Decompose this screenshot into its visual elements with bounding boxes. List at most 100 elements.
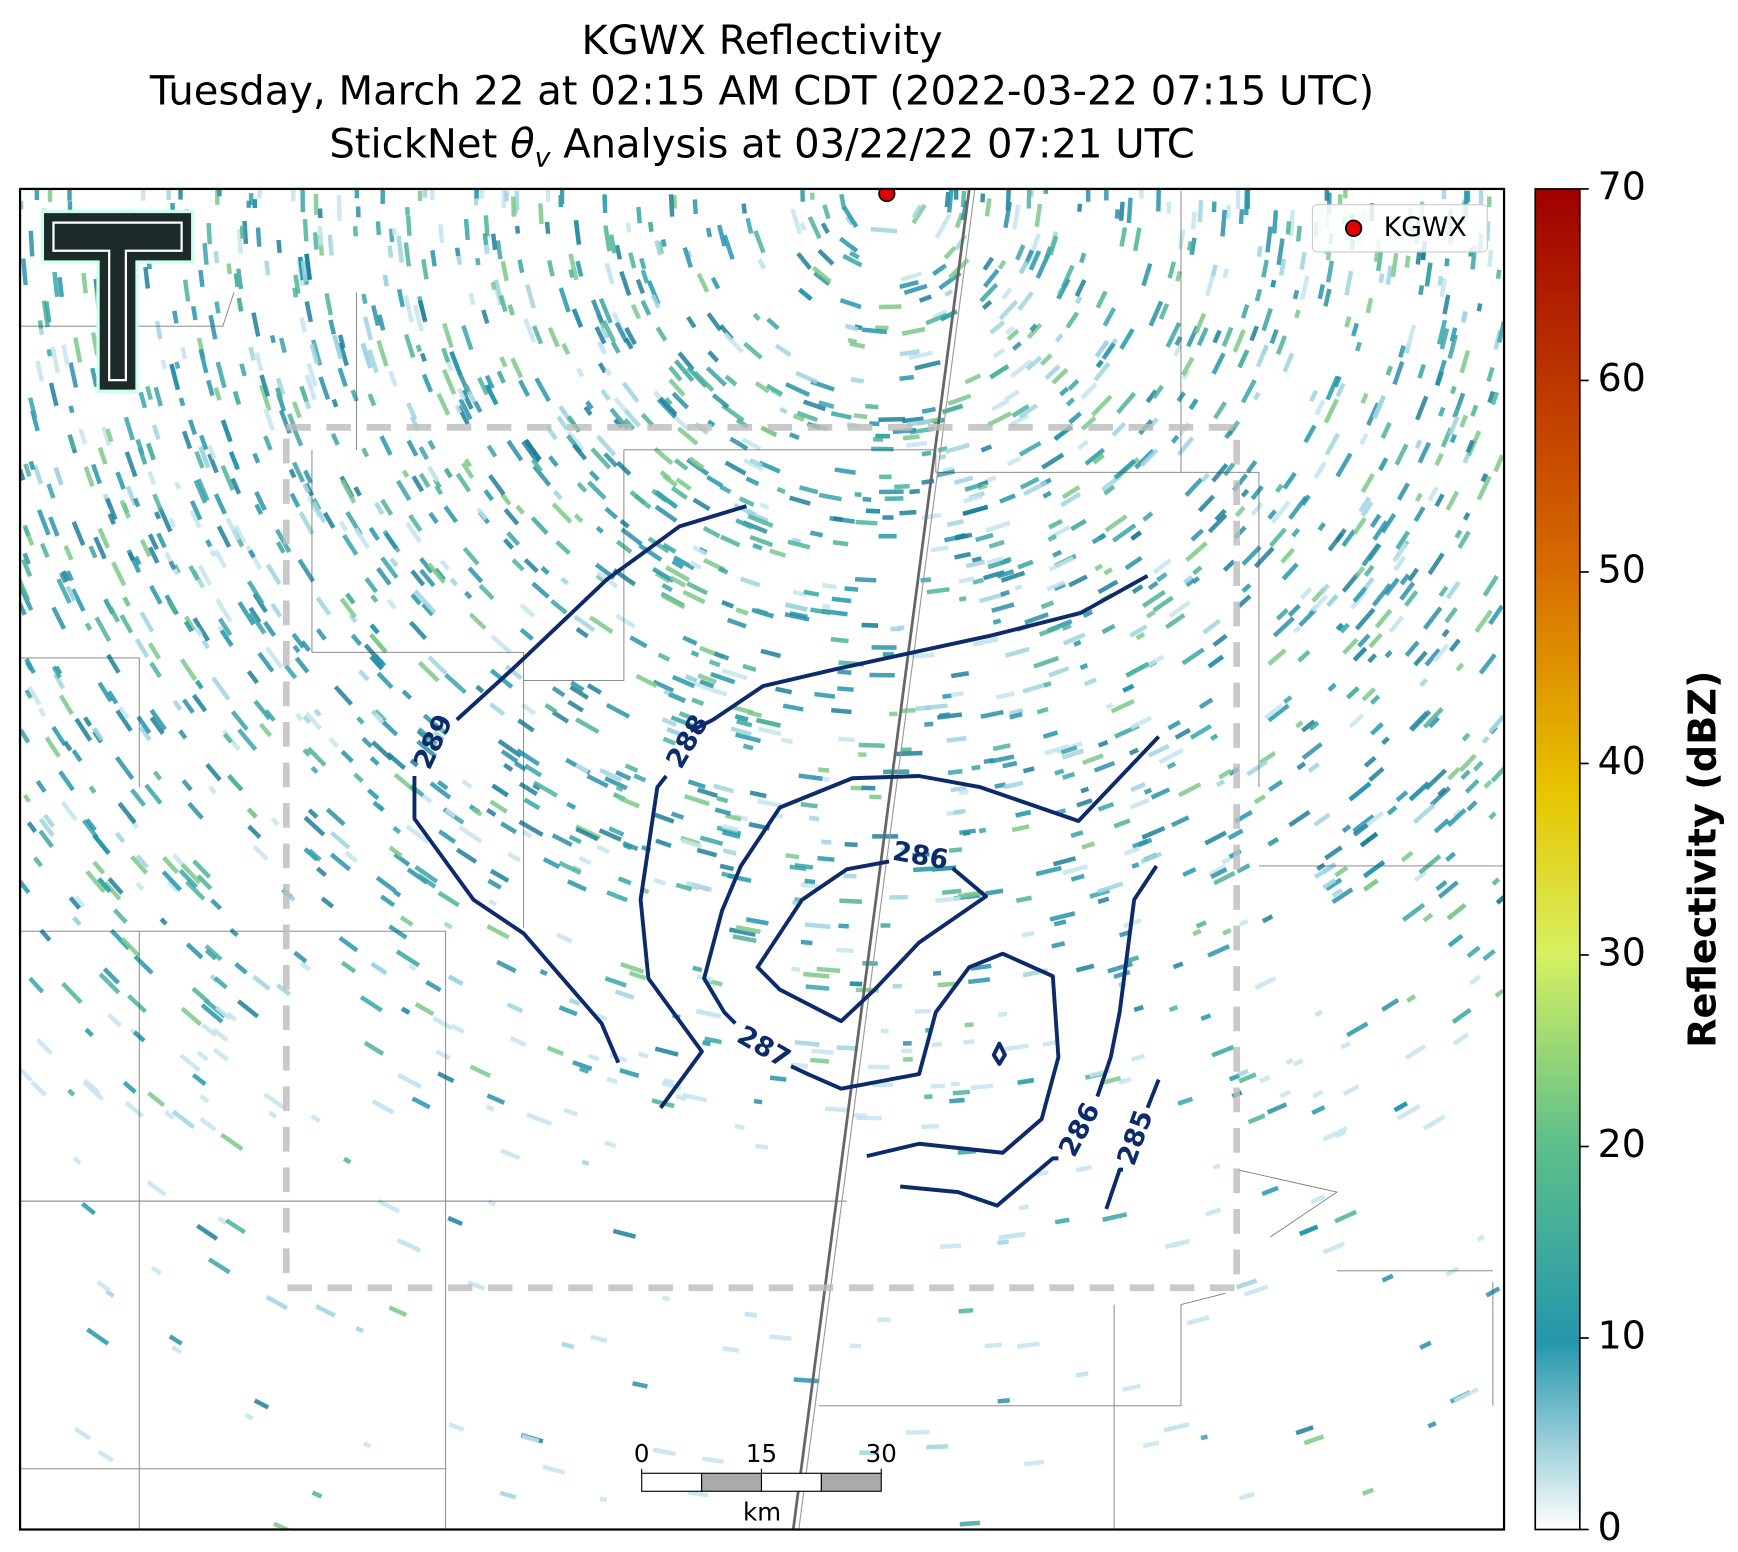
radar-echo — [531, 581, 550, 599]
radar-echo — [234, 962, 248, 975]
radar-echo — [640, 299, 652, 316]
radar-echo — [226, 263, 233, 275]
radar-echo — [1455, 662, 1465, 672]
radar-echo — [205, 762, 222, 782]
radar-echo — [130, 855, 149, 875]
radar-echo — [1267, 837, 1280, 847]
radar-echo — [1019, 476, 1040, 490]
radar-echo — [22, 793, 32, 803]
radar-echo — [1011, 204, 1021, 230]
radar-echo — [590, 447, 612, 470]
radar-echo — [834, 467, 856, 475]
radar-echo — [258, 722, 273, 738]
radar-echo — [1476, 303, 1483, 312]
radar-echo — [147, 1091, 166, 1108]
radar-echo — [516, 748, 541, 767]
radar-echo — [870, 226, 898, 234]
radar-echo — [171, 1345, 183, 1355]
radar-echo — [123, 416, 135, 441]
radar-echo — [1137, 837, 1153, 848]
radar-echo — [838, 736, 855, 743]
radar-echo — [1437, 275, 1444, 286]
radar-echo — [1324, 845, 1343, 861]
radar-echo — [409, 758, 419, 768]
radar-echo — [500, 260, 509, 282]
radar-echo — [24, 688, 33, 699]
radar-echo — [931, 1042, 943, 1048]
radar-echo — [987, 558, 1011, 570]
radar-echo — [1009, 711, 1023, 720]
radar-echo — [348, 613, 358, 624]
radar-echo — [972, 636, 999, 647]
radar-echo — [745, 476, 760, 487]
radar-echo — [225, 1218, 246, 1235]
radar-echo — [1348, 781, 1372, 802]
radar-echo — [483, 244, 490, 255]
radar-echo — [1344, 270, 1354, 296]
radar-echo — [678, 711, 695, 721]
radar-echo — [755, 717, 781, 728]
radar-echo — [901, 326, 926, 336]
radar-echo — [1445, 490, 1460, 511]
radar-echo — [270, 602, 283, 618]
radar-echo — [1111, 421, 1127, 437]
radar-echo — [239, 225, 245, 239]
radar-echo — [599, 1496, 608, 1503]
radar-echo — [1428, 716, 1440, 729]
radar-echo — [73, 1426, 92, 1441]
radar-echo — [1130, 782, 1146, 793]
radar-echo — [1065, 311, 1080, 329]
radar-echo — [1167, 720, 1181, 731]
radar-echo — [623, 842, 633, 851]
radar-echo — [628, 252, 637, 269]
radar-echo — [360, 342, 373, 369]
radar-echo — [608, 234, 617, 254]
radar-echo — [843, 873, 857, 879]
radar-echo — [478, 583, 495, 601]
radar-echo — [978, 827, 987, 834]
radar-echo — [432, 730, 446, 742]
radar-echo — [307, 848, 322, 862]
radar-echo — [1133, 227, 1142, 252]
radar-echo — [206, 222, 213, 245]
radar-echo — [614, 244, 623, 260]
radar-echo — [924, 721, 934, 727]
radar-echo — [1070, 873, 1085, 882]
radar-echo — [604, 1140, 617, 1149]
radar-echo — [638, 543, 663, 562]
radar-echo — [1190, 528, 1205, 542]
radar-echo — [875, 433, 890, 439]
radar-echo — [578, 1066, 590, 1074]
radar-echo — [486, 924, 510, 940]
radar-echo — [468, 292, 476, 306]
radar-echo — [706, 312, 723, 332]
radar-echo — [745, 217, 754, 234]
radar-echo — [1145, 610, 1156, 619]
radar-echo — [1310, 594, 1329, 613]
radar-echo — [306, 362, 318, 387]
radar-echo — [930, 1083, 946, 1089]
radar-echo — [769, 1075, 787, 1082]
radar-echo — [488, 474, 506, 496]
radar-echo — [570, 680, 585, 692]
radar-echo — [135, 438, 145, 455]
radar-echo — [847, 337, 858, 345]
radar-echo — [429, 781, 452, 800]
radar-echo — [219, 629, 234, 648]
radar-echo — [950, 671, 970, 679]
radar-echo — [1316, 862, 1326, 872]
radar-echo — [1026, 188, 1032, 209]
radar-echo — [1327, 682, 1337, 692]
radar-echo — [269, 334, 276, 344]
radar-echo — [143, 266, 151, 289]
radar-echo — [717, 566, 729, 575]
radar-echo — [1412, 803, 1436, 825]
radar-echo — [613, 396, 627, 412]
radar-echo — [590, 1334, 608, 1344]
radar-echo — [208, 314, 218, 340]
radar-echo — [350, 633, 363, 646]
radar-echo — [68, 362, 79, 388]
radar-echo — [1283, 695, 1293, 704]
radar-echo — [475, 684, 485, 694]
radar-echo — [28, 460, 36, 471]
